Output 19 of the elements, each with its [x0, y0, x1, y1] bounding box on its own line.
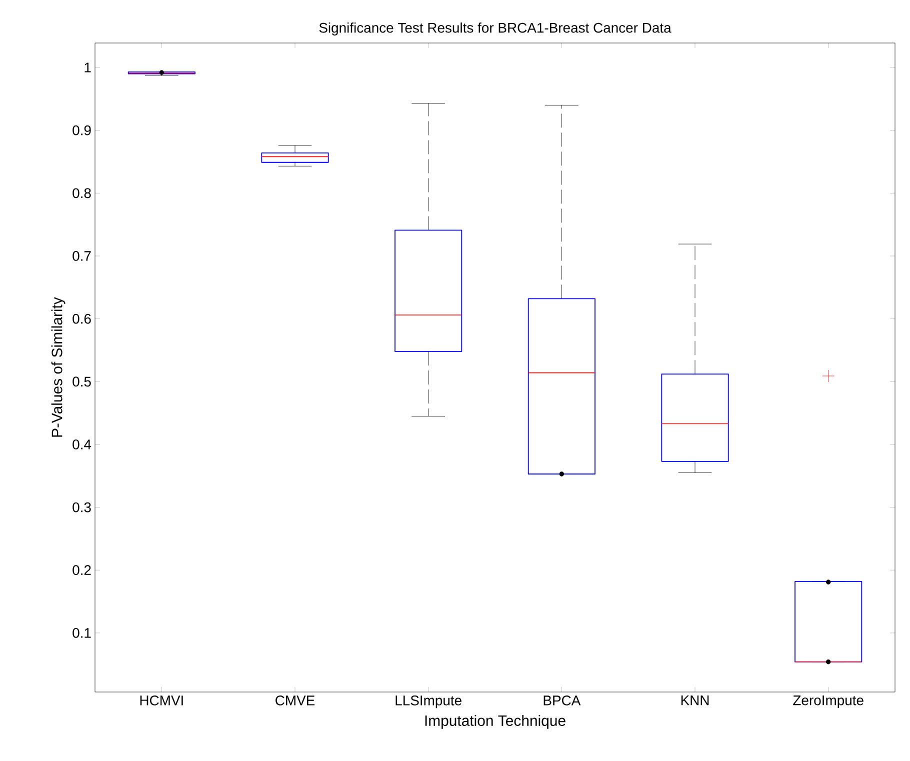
x-tick-label: BPCA	[544, 696, 581, 706]
chart-title: Significance Test Results for BRCA1-Breast Cancer Data	[319, 22, 672, 36]
y-tick-label: 0.1	[72, 628, 91, 638]
y-tick-label: 0.8	[72, 188, 91, 198]
x-tick-label: KNN	[681, 696, 709, 706]
x-tick-label: CMVE	[276, 696, 315, 706]
y-tick-label: 0.9	[72, 125, 91, 136]
x-tick-label: ZeroImpute	[793, 696, 864, 708]
y-tick-label: 0.7	[72, 251, 91, 261]
y-axis-title: P-Values of Similarity	[51, 297, 66, 437]
y-tick-label: 0.5	[72, 376, 91, 387]
y-tick-label: 0.2	[72, 565, 91, 576]
y-tick-label: 0.4	[72, 440, 92, 450]
x-axis-title: Imputation Technique	[425, 714, 566, 729]
x-tick-label: HCMVI	[140, 696, 183, 706]
y-tick-label: 0.3	[72, 502, 91, 512]
y-tick-label: 1	[84, 62, 91, 72]
y-tick-label: 0.6	[72, 314, 91, 324]
x-tick-label: LLSImpute	[396, 696, 462, 708]
